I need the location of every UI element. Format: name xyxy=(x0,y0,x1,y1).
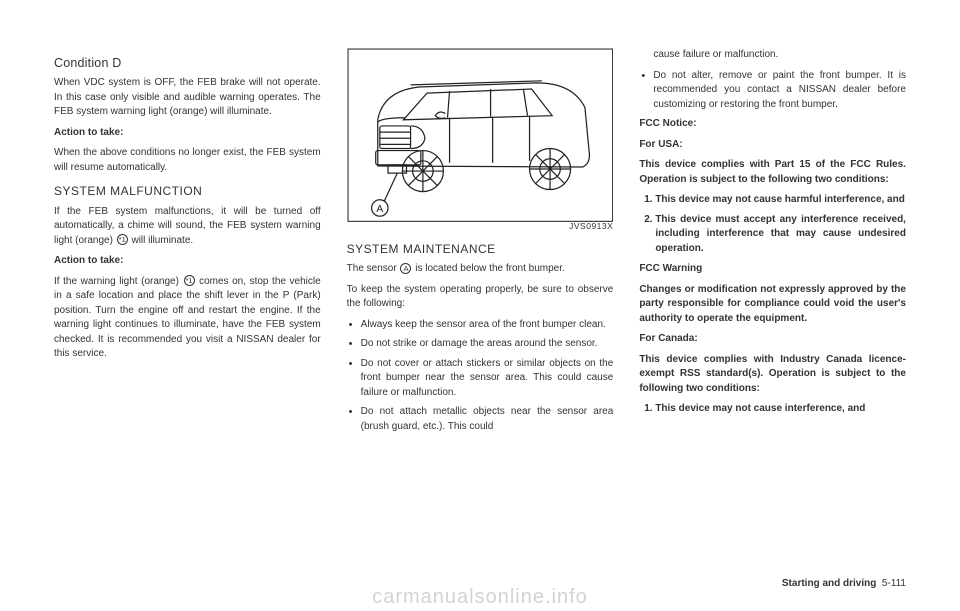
ref-icon: *1 xyxy=(184,275,195,286)
paragraph: When the above conditions no longer exis… xyxy=(54,146,321,175)
text: If the warning light (orange) xyxy=(54,276,183,287)
text: is located below the front bumper. xyxy=(412,263,564,274)
heading-system-maintenance: SYSTEM MAINTENANCE xyxy=(347,241,614,258)
paragraph: Changes or modification not expressly ap… xyxy=(639,283,906,327)
label-action-to-take: Action to take: xyxy=(54,254,321,269)
vehicle-figure: A JVS0913X xyxy=(347,48,614,233)
paragraph: When VDC system is OFF, the FEB brake wi… xyxy=(54,76,321,120)
list-item: Do not cover or attach stickers or simil… xyxy=(347,357,614,401)
label-for-usa: For USA: xyxy=(639,138,906,153)
label-action-to-take: Action to take: xyxy=(54,126,321,141)
heading-system-malfunction: SYSTEM MALFUNCTION xyxy=(54,183,321,200)
text: The sensor xyxy=(347,263,400,274)
paragraph-continuation: cause failure or malfunction. xyxy=(639,48,906,63)
list-item: This device must accept any interference… xyxy=(655,213,906,257)
label-for-canada: For Canada: xyxy=(639,332,906,347)
list-item: Do not strike or damage the areas around… xyxy=(347,337,614,352)
bullet-list: Do not alter, remove or paint the front … xyxy=(639,69,906,113)
paragraph: This device complies with Industry Canad… xyxy=(639,353,906,397)
text: comes on, stop the vehicle in a safe loc… xyxy=(54,276,321,360)
list-item: This device may not cause harmful interf… xyxy=(655,193,906,208)
paragraph: If the warning light (orange) *1 comes o… xyxy=(54,275,321,362)
label-fcc-notice: FCC Notice: xyxy=(639,117,906,132)
figure-code: JVS0913X xyxy=(347,220,614,232)
list-item: This device may not cause interference, … xyxy=(655,402,906,417)
paragraph: To keep the system operating properly, b… xyxy=(347,283,614,312)
label-fcc-warning: FCC Warning xyxy=(639,262,906,277)
numbered-list: This device may not cause interference, … xyxy=(639,402,906,417)
list-item: Do not attach metallic objects near the … xyxy=(347,405,614,434)
heading-condition-d: Condition D xyxy=(54,54,321,72)
page-content: Condition D When VDC system is OFF, the … xyxy=(0,0,960,540)
numbered-list: This device may not cause harmful interf… xyxy=(639,193,906,256)
ref-icon-a: A xyxy=(400,263,411,274)
watermark: carmanualsonline.info xyxy=(0,586,960,609)
figure-label-a: A xyxy=(376,204,383,215)
list-item: Always keep the sensor area of the front… xyxy=(347,318,614,333)
list-item: Do not alter, remove or paint the front … xyxy=(639,69,906,113)
ref-icon: *1 xyxy=(117,234,128,245)
paragraph: This device complies with Part 15 of the… xyxy=(639,158,906,187)
paragraph: The sensor A is located below the front … xyxy=(347,262,614,277)
text: will illuminate. xyxy=(129,235,193,246)
paragraph: If the FEB system malfunctions, it will … xyxy=(54,205,321,249)
vehicle-illustration: A xyxy=(347,48,614,222)
bullet-list: Always keep the sensor area of the front… xyxy=(347,318,614,435)
